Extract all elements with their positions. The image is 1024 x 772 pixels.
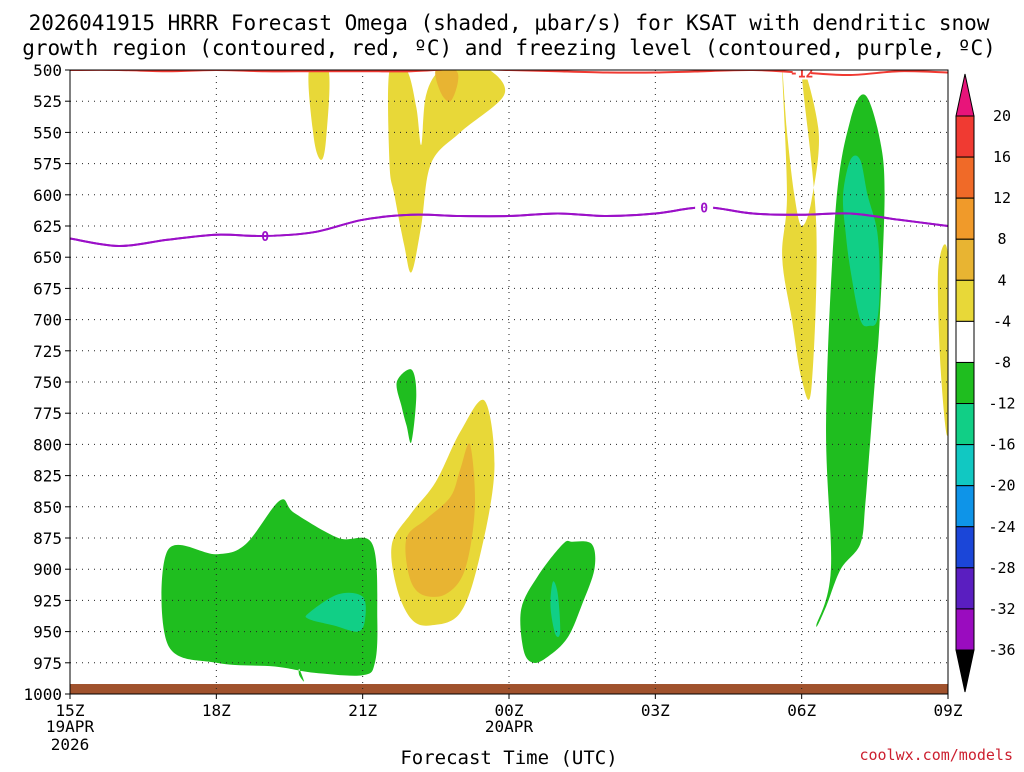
plot-area	[70, 70, 948, 694]
y-tick-label: 550	[33, 123, 62, 142]
colorbar-block	[955, 115, 975, 158]
colorbar-tick-label: -16	[988, 436, 1015, 454]
colorbar-tick-label: 4	[997, 271, 1006, 289]
freezing-level-contour-label: 0	[261, 230, 269, 245]
colorbar-block	[955, 567, 975, 610]
y-tick-label: 850	[33, 498, 62, 517]
colorbar-block	[955, 320, 975, 363]
y-tick-label: 825	[33, 467, 62, 486]
x-tick-label: 15Z	[56, 701, 85, 720]
colorbar-tick-label: 16	[993, 148, 1011, 166]
colorbar-tick-label: -36	[988, 641, 1015, 659]
y-tick-label: 875	[33, 529, 62, 548]
x-tick-label: 03Z	[641, 701, 670, 720]
x-tick-label: 00Z	[495, 701, 524, 720]
y-tick-label: 725	[33, 342, 62, 361]
colorbar-bottom-arrow	[955, 649, 975, 693]
colorbar-block	[955, 279, 975, 322]
x-tick-label: 18Z	[202, 701, 231, 720]
colorbar-tick-label: 12	[993, 189, 1011, 207]
omega-region-green-low-1800	[161, 499, 378, 682]
y-tick-label: 675	[33, 279, 62, 298]
colorbar-tick-label: 8	[997, 230, 1006, 248]
colorbar-tick-label: -28	[988, 559, 1015, 577]
colorbar-block	[955, 361, 975, 405]
y-tick-label: 1000	[23, 685, 62, 704]
omega-region-orange-core-2230	[435, 70, 459, 102]
x-tick-label: 09Z	[934, 701, 963, 720]
colorbar-block	[955, 485, 975, 528]
colorbar-tick-label: -12	[988, 395, 1015, 413]
freezing-level-contour-b-label: 0	[700, 201, 708, 216]
omega-region-teal-core-2000	[305, 592, 366, 632]
y-tick-label: 775	[33, 404, 62, 423]
y-tick-label: 700	[33, 311, 62, 330]
chart-title-line-1: 2026041915 HRRR Forecast Omega (shaded, …	[29, 11, 990, 35]
x-tick-year: 2026	[51, 735, 90, 754]
x-tick-label: 06Z	[787, 701, 816, 720]
x-axis-label: Forecast Time (UTC)	[400, 747, 617, 768]
y-tick-label: 925	[33, 591, 62, 610]
colorbar-tick-label: -4	[993, 312, 1011, 330]
colorbar-top-arrow	[955, 73, 975, 117]
colorbar-tick-label: -32	[988, 600, 1015, 618]
y-tick-label: 525	[33, 92, 62, 111]
y-tick-label: 575	[33, 155, 62, 174]
y-axis: 500 525 550 575 600 625 650 675 700 725 750 775 800 8…	[23, 61, 70, 704]
colorbar-legend: 20 16 12 8 4 -4 -8 -12 -16 -20 -24 -28 -32 -36	[955, 73, 1016, 693]
grid-lines	[70, 70, 948, 694]
colorbar-block	[955, 526, 975, 569]
omega-region-yellow-plume-2200	[388, 70, 506, 273]
freezing-level-contour-b-line	[70, 206, 948, 248]
y-tick-label: 600	[33, 186, 62, 205]
y-tick-label: 750	[33, 373, 62, 392]
omega-region-orange-core-2300	[405, 443, 476, 597]
y-tick-label: 975	[33, 654, 62, 673]
terrain-surface-strip	[70, 684, 948, 694]
colorbar-block	[955, 444, 975, 487]
omega-region-teal-core-0100	[550, 581, 561, 637]
colorbar-tick-label: -8	[993, 353, 1011, 371]
x-tick-date: 20APR	[485, 717, 534, 736]
x-tick-label: 21Z	[348, 701, 377, 720]
y-tick-label: 650	[33, 248, 62, 267]
colorbar-block	[955, 238, 975, 281]
omega-region-green-blob-2130	[396, 369, 417, 443]
colorbar-tick-label: -24	[988, 518, 1015, 536]
chart-title-line-2: growth region (contoured, red, ºC) and f…	[22, 36, 996, 60]
colorbar-block	[955, 197, 975, 240]
y-tick-label: 900	[33, 560, 62, 579]
omega-region-yellow-plume-0600	[782, 70, 819, 400]
colorbar-tick-label: -20	[988, 477, 1015, 495]
colorbar-tick-label: 20	[993, 107, 1011, 125]
y-tick-label: 950	[33, 623, 62, 642]
omega-region-teal-core-0700	[842, 155, 880, 327]
freezing-level-contour-b-label-bg	[695, 200, 714, 215]
contour-lines: 0 0 -12	[70, 66, 948, 248]
y-tick-label: 500	[33, 61, 62, 80]
colorbar-block	[955, 156, 975, 199]
omega-region-yellow-sliver-0900	[937, 244, 948, 436]
source-credit: coolwx.com/models	[859, 746, 1013, 764]
colorbar-block	[955, 403, 975, 446]
dgz-minus12-contour-label-bg	[792, 70, 811, 80]
omega-region-yellow-plume-2000	[308, 70, 330, 160]
x-tick-date: 19APR	[46, 717, 95, 736]
y-tick-label: 625	[33, 217, 62, 236]
y-tick-label: 800	[33, 435, 62, 454]
dgz-minus12-contour-label: -12	[790, 66, 813, 81]
colorbar-block	[955, 608, 975, 651]
